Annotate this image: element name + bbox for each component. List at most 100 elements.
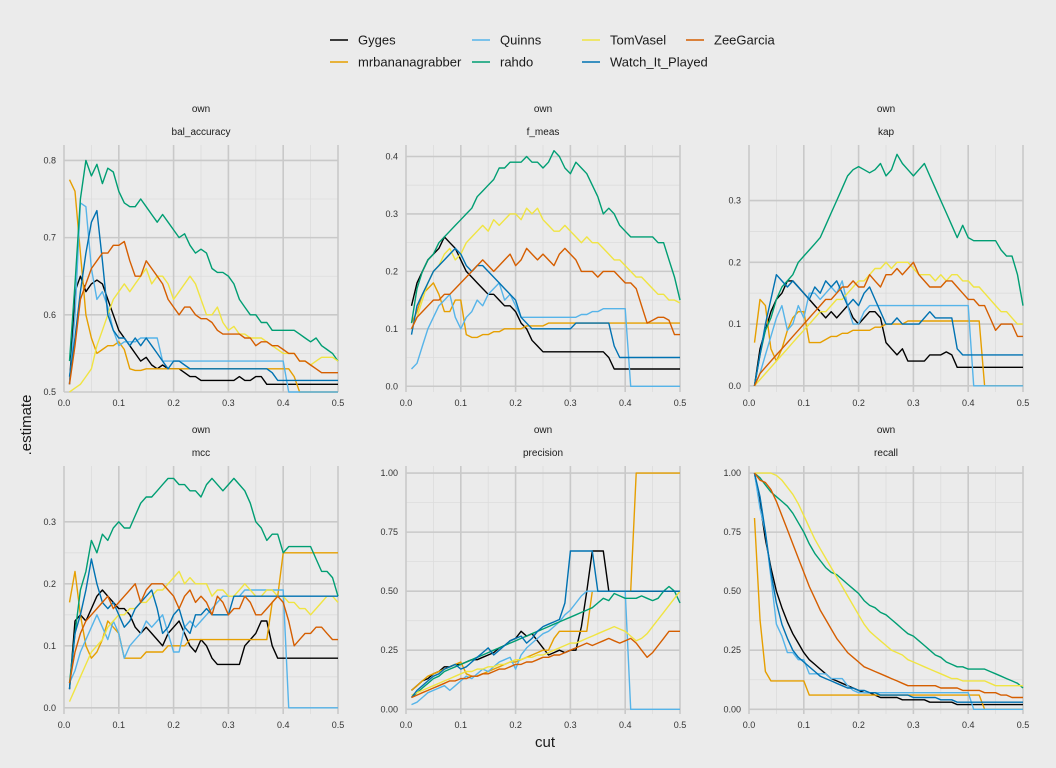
x-tick-label: 0.5	[674, 720, 687, 730]
x-tick-label: 0.4	[619, 398, 632, 408]
strip-label-top: own	[192, 425, 210, 436]
x-axis-title: cut	[535, 734, 556, 751]
y-tick-label: 0.2	[728, 257, 741, 267]
y-tick-label: 0.25	[380, 645, 398, 655]
x-tick-label: 0.3	[564, 720, 577, 730]
series-line-ZeeGarcia	[753, 472, 1023, 699]
legend-item: rahdo	[472, 55, 533, 70]
strip-label-metric: recall	[874, 448, 898, 459]
y-tick-label: 0.00	[380, 704, 398, 714]
x-tick-label: 0.5	[1017, 398, 1030, 408]
y-tick-label: 1.00	[723, 468, 741, 478]
y-tick-label: 0.0	[728, 381, 741, 391]
facet-panel-mcc: own mcc 0.0 0.1 0.2 0.3 0.4 0.5 0.0 0.1 0.2 0.3	[43, 425, 344, 730]
x-tick-label: 0.1	[798, 398, 811, 408]
legend-label: ZeeGarcia	[714, 33, 775, 48]
series-line-rahdo	[68, 159, 339, 362]
strip-label-top: own	[877, 104, 895, 115]
series-line-mrbananagrabber	[411, 472, 680, 691]
series-line-TomVasel	[68, 570, 339, 702]
strip-label-top: own	[192, 104, 210, 115]
y-tick-label: 0.75	[723, 527, 741, 537]
x-tick-label: 0.5	[674, 398, 687, 408]
series-line-mrbananagrabber	[68, 552, 338, 659]
x-tick-label: 0.0	[58, 720, 71, 730]
series-line-Quinns	[68, 589, 338, 709]
x-tick-label: 0.5	[332, 720, 345, 730]
series-line-Quinns	[411, 590, 680, 710]
y-tick-label: 1.00	[380, 468, 398, 478]
x-tick-label: 0.1	[455, 720, 468, 730]
x-tick-label: 0.3	[907, 398, 920, 408]
x-tick-label: 0.2	[509, 720, 522, 730]
series-line-ZeeGarcia	[753, 261, 1023, 387]
strip-label-metric: precision	[523, 448, 563, 459]
series-line-Gyges	[68, 275, 338, 385]
legend-label: mrbananagrabber	[358, 55, 462, 70]
legend-item: Watch_It_Played	[582, 55, 708, 70]
y-tick-label: 0.3	[43, 517, 56, 527]
x-tick-label: 0.2	[167, 398, 180, 408]
x-tick-label: 0.3	[222, 720, 235, 730]
series-line-Quinns	[753, 472, 1023, 710]
x-tick-label: 0.5	[332, 398, 345, 408]
series-line-Quinns	[68, 202, 338, 393]
y-tick-label: 0.50	[723, 586, 741, 596]
facet-panel-recall: own recall 0.0 0.1 0.2 0.3 0.4 0.5 0.00 0.25 0.50 0…	[723, 425, 1029, 730]
facet-panel-kap: own kap 0.0 0.1 0.2 0.3 0.4 0.5 0.0 0.1 0.2 0.3	[728, 104, 1029, 408]
y-tick-label: 0.3	[728, 196, 741, 206]
series-line-rahdo	[410, 149, 681, 324]
x-tick-label: 0.2	[167, 720, 180, 730]
series-line-rahdo	[411, 585, 681, 699]
x-tick-label: 0.5	[1017, 720, 1030, 730]
strip-label-metric: kap	[878, 127, 895, 138]
x-tick-label: 0.0	[400, 720, 413, 730]
x-tick-label: 0.1	[113, 720, 126, 730]
legend-label: Quinns	[500, 33, 542, 48]
strip-label-metric: bal_accuracy	[172, 127, 231, 138]
y-tick-label: 0.0	[43, 703, 56, 713]
series-line-rahdo	[754, 472, 1024, 689]
y-tick-label: 0.3	[385, 209, 398, 219]
y-tick-label: 0.2	[385, 266, 398, 276]
y-tick-label: 0.1	[385, 324, 398, 334]
strip-label-metric: mcc	[192, 448, 210, 459]
y-tick-label: 0.1	[43, 641, 56, 651]
y-axis-title: .estimate	[18, 395, 35, 456]
series-line-Quinns	[753, 280, 1023, 387]
legend-label: TomVasel	[610, 33, 666, 48]
strip-label-top: own	[534, 104, 552, 115]
series-line-ZeeGarcia	[411, 630, 680, 699]
legend-item: Quinns	[472, 33, 542, 48]
legend-item: TomVasel	[582, 33, 666, 48]
y-tick-label: 0.8	[43, 155, 56, 165]
y-tick-label: 0.75	[380, 527, 398, 537]
x-tick-label: 0.3	[907, 720, 920, 730]
series-line-Watch_It_Played	[410, 550, 680, 698]
strip-label-top: own	[534, 425, 552, 436]
legend-item: mrbananagrabber	[330, 55, 462, 70]
legend-label: Gyges	[358, 33, 396, 48]
facet-panel-f_meas: own f_meas 0.0 0.1 0.2 0.3 0.4 0.5 0.0 0.1 0.2 0.3 0…	[385, 104, 686, 408]
x-tick-label: 0.4	[619, 720, 632, 730]
y-tick-label: 0.4	[385, 151, 398, 161]
series-line-mrbananagrabber	[410, 282, 680, 339]
x-tick-label: 0.2	[509, 398, 522, 408]
x-tick-label: 0.2	[852, 398, 865, 408]
y-tick-label: 0.00	[723, 704, 741, 714]
legend: Gyges mrbananagrabber Quinns rahdo TomVasel W…	[330, 33, 775, 70]
series-line-TomVasel	[754, 472, 1023, 687]
x-tick-label: 0.0	[400, 398, 413, 408]
series-line-Watch_It_Played	[68, 209, 338, 382]
series-line-Watch_It_Played	[68, 558, 338, 690]
series-line-Watch_It_Played	[753, 472, 1023, 703]
x-tick-label: 0.4	[277, 720, 290, 730]
x-tick-label: 0.0	[743, 720, 756, 730]
legend-item: ZeeGarcia	[686, 33, 775, 48]
x-tick-label: 0.1	[798, 720, 811, 730]
x-tick-label: 0.3	[222, 398, 235, 408]
legend-label: rahdo	[500, 55, 533, 70]
y-tick-label: 0.1	[728, 319, 741, 329]
series-line-TomVasel	[753, 261, 1023, 387]
x-tick-label: 0.0	[58, 398, 71, 408]
